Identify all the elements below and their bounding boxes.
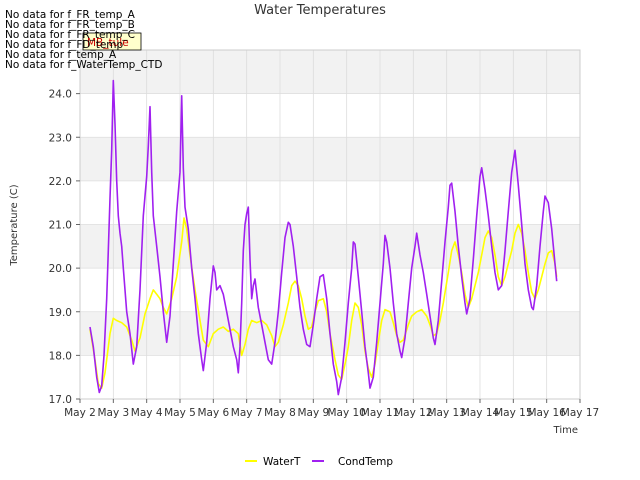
y-tick-label: 17.0 [49, 394, 72, 406]
series-lines [89, 79, 558, 396]
series-line-condtemp [89, 79, 558, 396]
plot-band [80, 355, 580, 399]
x-axis-title: Time [553, 425, 578, 436]
x-tick-label: May 3 [97, 407, 129, 419]
no-data-message: No data for f_FR_temp_A [5, 9, 136, 21]
no-data-message: No data for f_WaterTemp_CTD [5, 59, 162, 71]
y-tick-label: 24.0 [49, 89, 72, 101]
no-data-message: No data for f_FR_temp_B [5, 19, 135, 31]
tooltip-box [82, 32, 142, 51]
no-data-message: No data for f_FR_temp_C [5, 29, 135, 41]
plot-band [80, 93, 580, 138]
x-tick-label: May 12 [394, 407, 432, 419]
x-tick-label: May 2 [64, 407, 96, 419]
x-tick-label: May 6 [197, 407, 229, 419]
plot-band [80, 50, 580, 94]
x-tick-label: May 9 [297, 407, 329, 419]
plot-background [80, 50, 580, 399]
y-axis-ticks: 17.0 18.0 19.0 20.0 21.0 22.0 23.0 24.0 [49, 89, 80, 406]
x-tick-label: May 5 [164, 407, 196, 419]
x-axis-ticks: May 2 May 3 May 4 May 5 May 6 May 7 May 8 May 9… [64, 399, 599, 419]
no-data-message: No data for f_temp_A [5, 49, 117, 61]
x-tick-label: May 8 [264, 407, 296, 419]
x-tick-label: May 17 [561, 407, 599, 419]
x-tick-label: May 11 [361, 407, 399, 419]
y-tick-label: 20.0 [49, 263, 72, 275]
series-tooltip: MB_tule [82, 32, 142, 51]
x-tick-label: May 13 [427, 407, 465, 419]
y-tick-label: 23.0 [49, 132, 72, 144]
x-tick-label: May 4 [131, 407, 163, 419]
tooltip-label: MB_tule [87, 37, 129, 49]
y-tick-label: 19.0 [49, 307, 72, 319]
x-tick-label: May 10 [327, 407, 365, 419]
legend-label-watert: WaterT [263, 456, 301, 468]
x-tick-label: May 15 [494, 407, 532, 419]
no-data-messages: No data for f_FR_temp_A No data for f_FR… [5, 9, 162, 71]
y-axis-title: Temperature (C) [9, 184, 20, 266]
x-tick-label: May 16 [527, 407, 566, 419]
no-data-message: No data for f_FD_temp [5, 39, 124, 51]
legend-label-condtemp: CondTemp [338, 456, 393, 468]
x-tick-label: May 7 [231, 407, 263, 419]
y-tick-label: 18.0 [49, 350, 72, 362]
chart-title: Water Temperatures [254, 3, 386, 18]
legend: WaterT CondTemp [245, 456, 393, 468]
y-tick-label: 22.0 [49, 176, 72, 188]
y-tick-label: 21.0 [49, 220, 72, 232]
plot-band [80, 180, 580, 225]
x-tick-label: May 14 [461, 407, 500, 419]
plot-band [80, 137, 580, 181]
